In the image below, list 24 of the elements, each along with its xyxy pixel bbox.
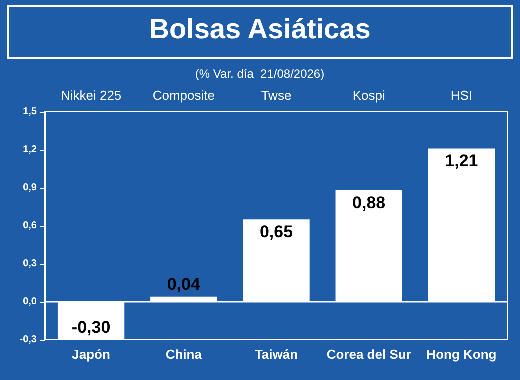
y-tick-label: 0,6 [23, 220, 38, 232]
x-tick-label: Hong Kong [426, 347, 497, 362]
data-label: -0,30 [72, 318, 111, 337]
data-label: 0,04 [167, 274, 201, 294]
x-tick-label: Corea del Sur [326, 347, 412, 362]
data-label: 0,88 [352, 194, 386, 213]
y-tick-label: -0,3 [20, 334, 38, 346]
data-label: 0,65 [260, 222, 294, 242]
x-tick-label: Japón [72, 347, 110, 362]
y-tick-label: 1,5 [23, 106, 38, 118]
data-label: 1,21 [445, 152, 478, 171]
y-tick-label: 0,0 [23, 296, 38, 308]
text: HSI [450, 88, 473, 103]
text: Kospi [352, 88, 386, 103]
text: Twse [261, 88, 292, 103]
y-tick-label: 0,9 [23, 182, 38, 194]
chart-subtitle: (% Var. día 21/08/2026) [195, 67, 325, 81]
y-tick-label: 1,2 [23, 144, 38, 156]
text: Composite [152, 88, 215, 103]
x-tick-label: Taiwán [254, 347, 298, 362]
text: Nikkei 225 [60, 88, 122, 103]
chart-title: Bolsas Asiáticas [149, 14, 371, 44]
x-tick-label: China [166, 347, 203, 362]
y-tick-label: 0,3 [23, 258, 38, 270]
